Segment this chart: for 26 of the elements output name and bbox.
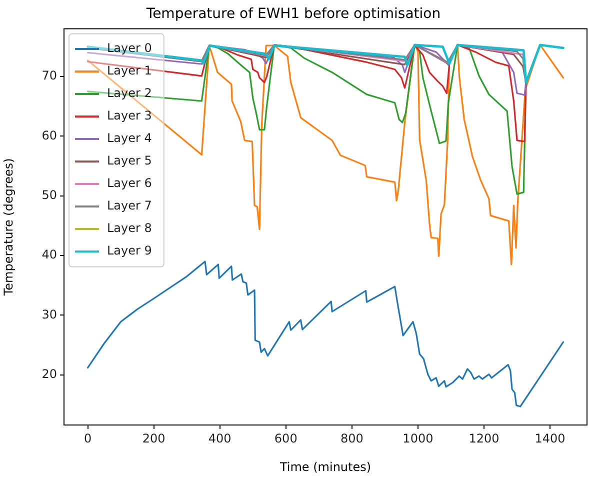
legend-label: Layer 1 xyxy=(107,64,152,78)
y-tick-label: 40 xyxy=(42,248,57,262)
legend-label: Layer 6 xyxy=(107,176,152,190)
y-tick-label: 50 xyxy=(42,188,57,202)
legend-label: Layer 2 xyxy=(107,86,152,100)
x-tick-label: 1000 xyxy=(402,431,434,446)
legend-label: Layer 4 xyxy=(107,131,152,146)
x-axis-title: Time (minutes) xyxy=(278,460,372,474)
x-tick-label: 600 xyxy=(274,431,298,446)
legend-label: Layer 7 xyxy=(107,198,152,213)
x-tick-label: 400 xyxy=(208,431,232,446)
legend-label: Layer 9 xyxy=(107,244,152,258)
x-tick-label: 200 xyxy=(142,431,166,446)
y-axis-title: Temperature (degrees) xyxy=(1,158,16,297)
x-tick-label: 1200 xyxy=(468,431,500,446)
x-tick-label: 1400 xyxy=(534,431,566,446)
y-tick-label: 30 xyxy=(42,307,57,322)
chart-title: Temperature of EWH1 before optimisation xyxy=(145,6,441,22)
x-tick-label: 800 xyxy=(340,431,364,446)
legend-label: Layer 3 xyxy=(107,108,152,123)
y-tick-label: 20 xyxy=(42,367,57,382)
x-tick-label: 0 xyxy=(84,431,92,446)
y-tick-label: 60 xyxy=(42,128,57,142)
legend-label: Layer 8 xyxy=(107,221,152,236)
legend-label: Layer 5 xyxy=(107,154,152,168)
y-tick-label: 70 xyxy=(42,68,57,83)
